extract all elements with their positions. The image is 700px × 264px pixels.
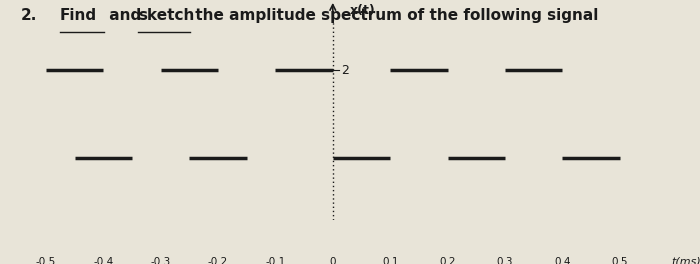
Text: -0.5: -0.5 <box>36 257 56 264</box>
Text: and: and <box>104 8 146 23</box>
Text: -0.4: -0.4 <box>93 257 113 264</box>
Text: Find: Find <box>60 8 97 23</box>
Text: -0.2: -0.2 <box>208 257 228 264</box>
Text: 0.1: 0.1 <box>382 257 398 264</box>
Text: 0.4: 0.4 <box>554 257 570 264</box>
Text: 2: 2 <box>342 64 349 77</box>
Text: 0.5: 0.5 <box>611 257 628 264</box>
Text: sketch: sketch <box>138 8 195 23</box>
Text: 0: 0 <box>330 257 336 264</box>
Text: t(ms): t(ms) <box>671 257 700 264</box>
Text: 0.3: 0.3 <box>497 257 513 264</box>
Text: -0.3: -0.3 <box>150 257 171 264</box>
Text: -0.1: -0.1 <box>265 257 286 264</box>
Text: 2.: 2. <box>21 8 37 23</box>
Text: x(t): x(t) <box>350 4 376 17</box>
Text: 0.2: 0.2 <box>440 257 456 264</box>
Text: the amplitude spectrum of the following signal: the amplitude spectrum of the following … <box>190 8 598 23</box>
